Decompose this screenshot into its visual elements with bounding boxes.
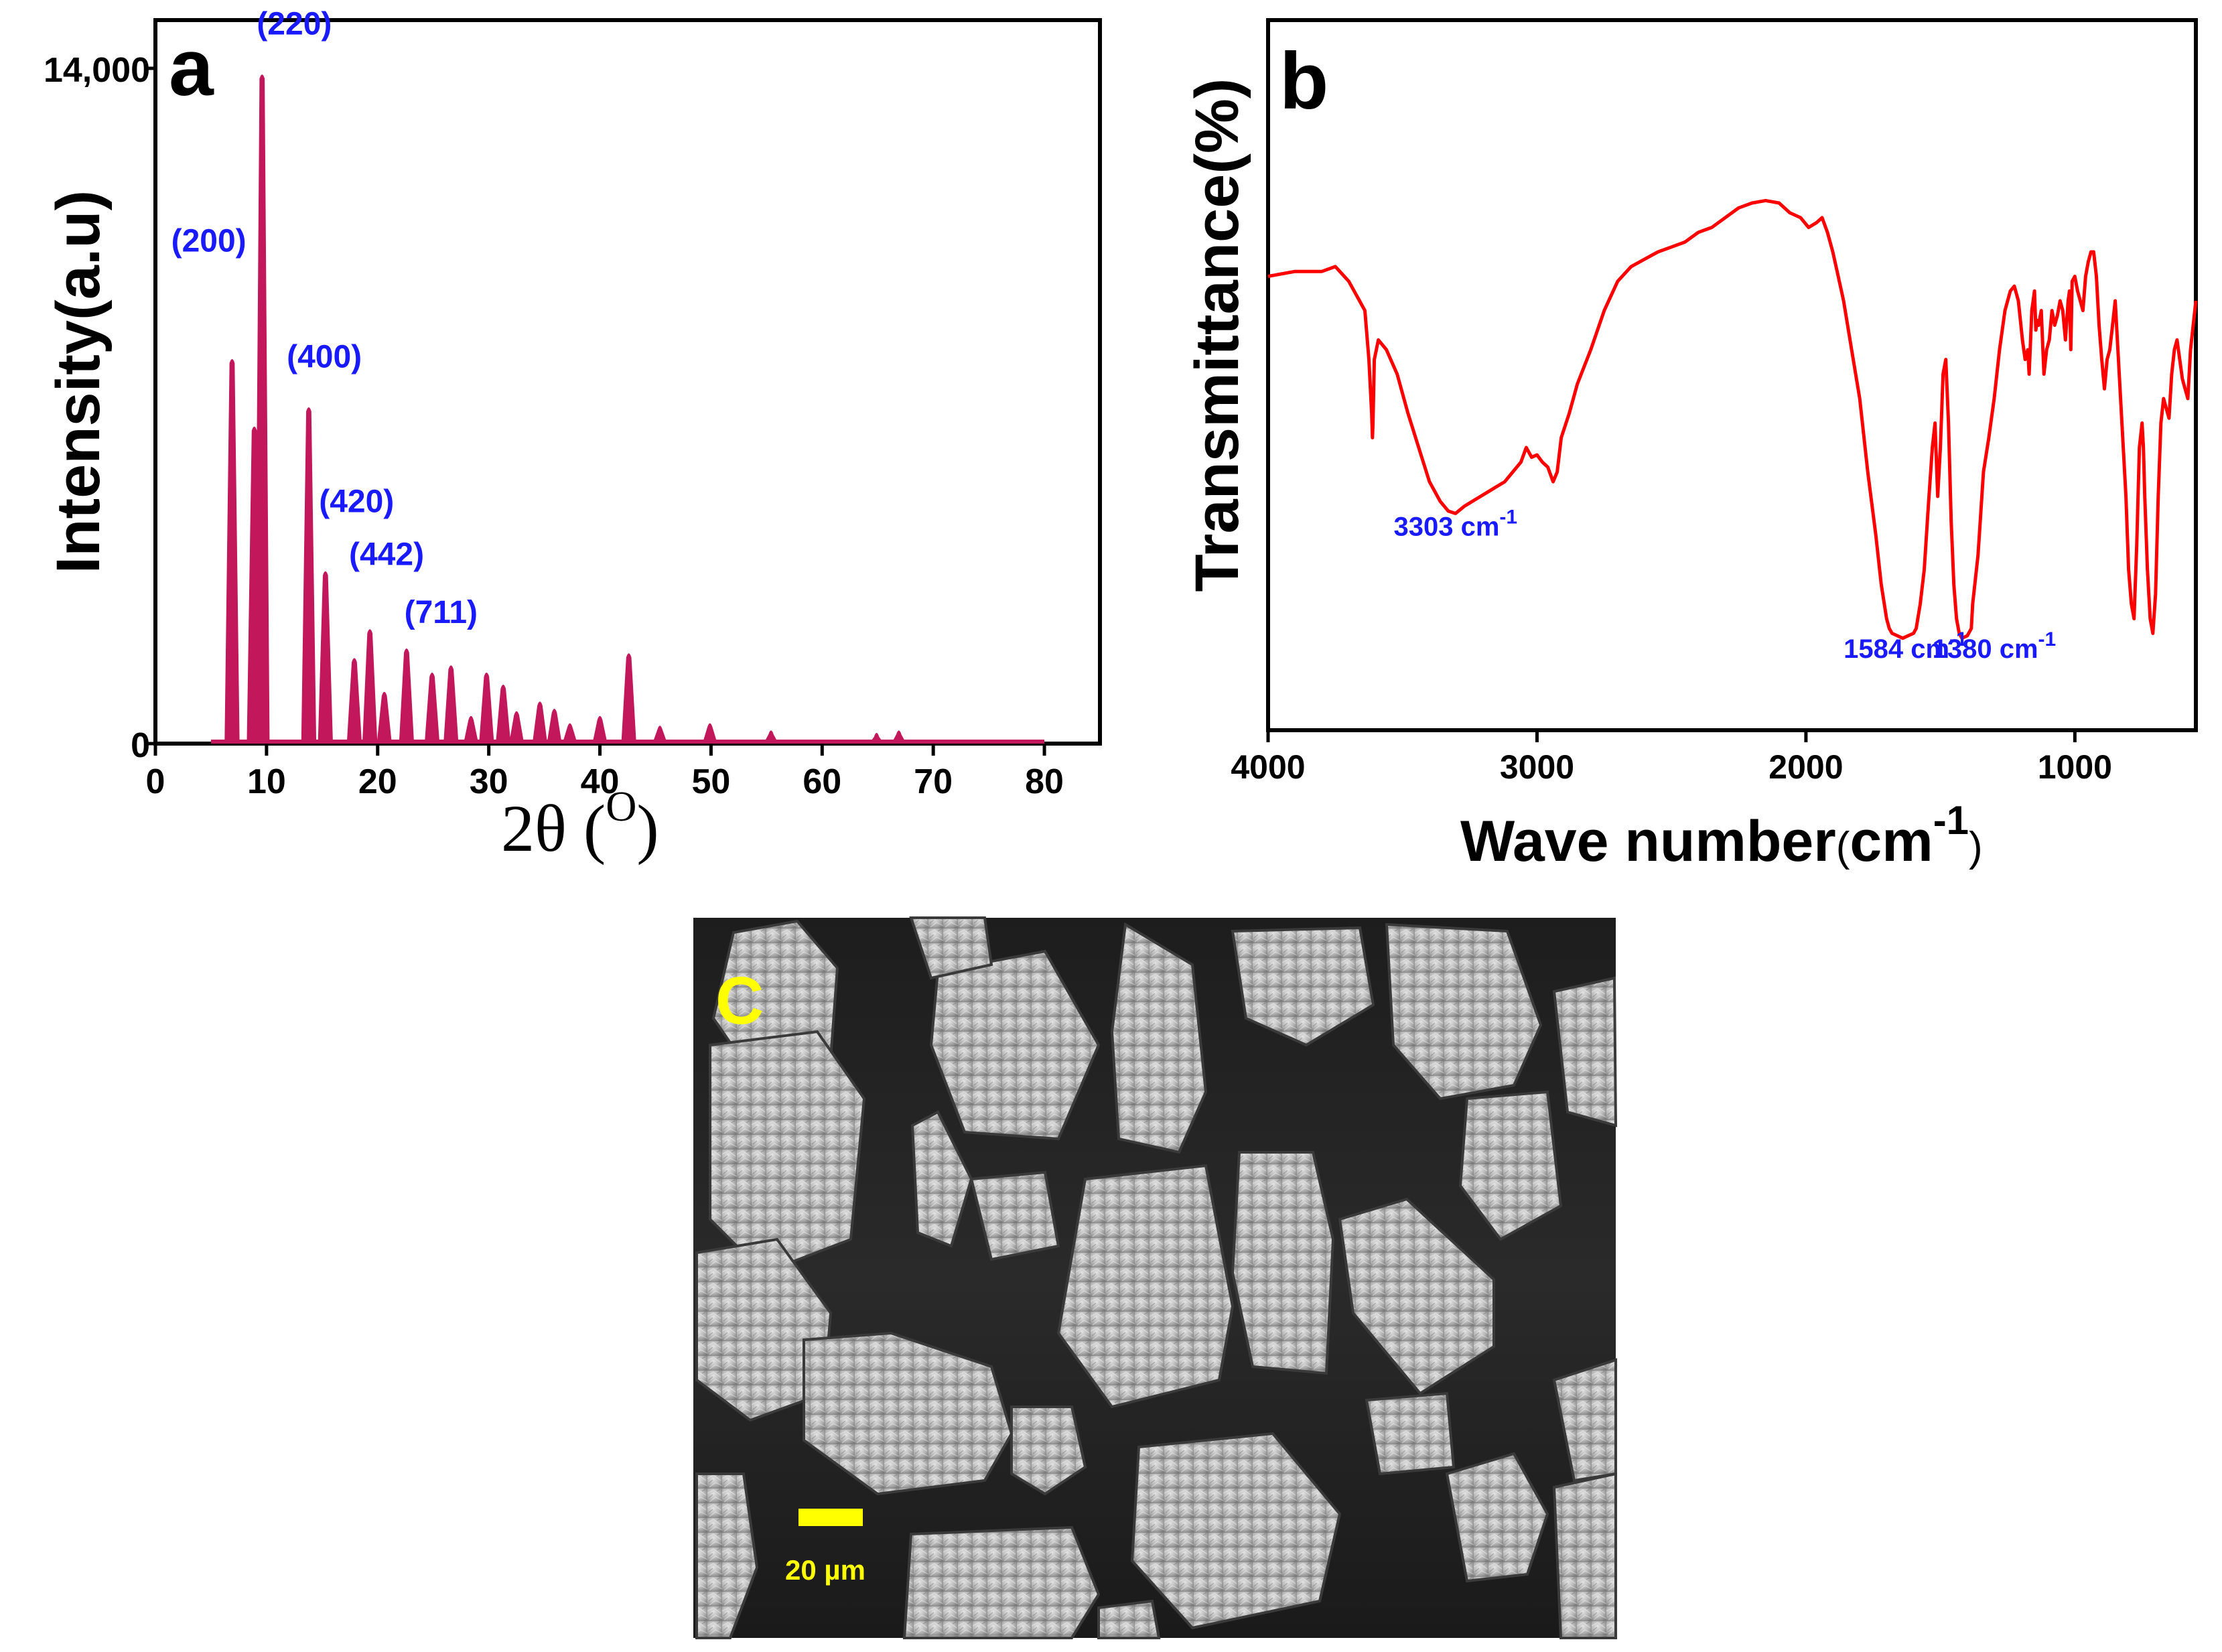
xrd-peak <box>763 730 779 744</box>
xrd-peak <box>562 723 577 744</box>
xrd-peak <box>424 673 440 744</box>
xrd-x-axis-label: 2θ (O) <box>501 782 659 866</box>
xrd-peak <box>463 715 479 744</box>
ftir-plot-frame <box>1266 18 2198 732</box>
ftir-x-tick-label: 1000 <box>2038 748 2112 786</box>
xrd-peak <box>443 665 459 744</box>
ftir-x-tick-label: 2000 <box>1768 748 1843 786</box>
xrd-axis-ticks: 0 10 20 30 40 50 60 70 80 0 14,000 <box>44 51 1064 801</box>
xrd-x-tick-label: 0 <box>146 762 165 801</box>
xrd-plot-frame <box>153 18 1102 746</box>
xrd-peak <box>532 701 548 744</box>
xrd-peak-label: (200) <box>171 224 247 259</box>
xrd-x-tick-label: 80 <box>1025 762 1064 801</box>
xrd-peak <box>479 673 494 744</box>
xrd-peak-label: (420) <box>319 484 394 519</box>
xrd-x-tick-label: 10 <box>247 762 286 801</box>
xrd-peak <box>652 726 668 744</box>
xrd-peak-label: (711) <box>405 595 478 630</box>
xrd-peak <box>496 685 511 744</box>
ftir-peak-label: 3303 cm-1 <box>1394 506 1518 541</box>
xrd-peak <box>362 629 378 744</box>
xrd-peak-labels: (220) (200) (400) (420) (442) (711) <box>171 7 478 630</box>
ftir-axis-ticks: 4000 3000 2000 1000 <box>1231 730 2112 786</box>
xrd-peak <box>399 648 415 744</box>
xrd-peak <box>592 715 608 744</box>
xrd-peak <box>891 730 906 744</box>
panel-b-ftir-chart: b 4000 3000 2000 1000 3303 cm-1 1584 cm-1138… <box>1183 18 2198 874</box>
xrd-peak <box>547 709 562 744</box>
ftir-x-axis-label: Wave number(cm-1) <box>1460 798 1983 874</box>
ftir-peak-label: 1584 cm-1 <box>1844 628 1967 664</box>
xrd-peak <box>224 359 240 744</box>
xrd-peak <box>702 723 717 744</box>
xrd-peak <box>869 733 884 744</box>
ftir-x-tick-label: 3000 <box>1500 748 1574 786</box>
xrd-peak <box>318 571 333 744</box>
ftir-x-tick-label: 4000 <box>1231 748 1305 786</box>
xrd-peak <box>301 407 317 744</box>
xrd-peak <box>376 691 392 744</box>
ftir-y-axis-label: Transmittance(%) <box>1183 78 1251 592</box>
xrd-peak <box>255 74 270 744</box>
panel-a-xrd-chart: a 0 10 20 30 40 50 60 70 80 0 14,000 (220) (200) (40… <box>44 7 1102 866</box>
panel-b-letter: b <box>1279 36 1328 126</box>
xrd-x-tick-label: 20 <box>358 762 397 801</box>
ftir-peak-label: 1380 cm-1 <box>1933 628 2057 664</box>
xrd-x-tick-label: 60 <box>803 762 841 801</box>
xrd-peaks <box>210 74 1045 744</box>
xrd-x-tick-label: 70 <box>914 762 953 801</box>
xrd-x-tick-label: 40 <box>581 762 620 801</box>
xrd-peak-label: (400) <box>287 339 362 374</box>
xrd-y-axis-label: Intensity(a.u) <box>44 190 113 573</box>
xrd-peak-label: (220) <box>257 7 332 42</box>
ftir-spectrum-line <box>1267 198 2198 640</box>
xrd-peak <box>508 711 525 744</box>
xrd-x-tick-label: 30 <box>470 762 508 801</box>
scale-bar-label: 20 µm <box>785 1554 865 1586</box>
sem-crystal-particles <box>695 916 1618 1639</box>
xrd-x-tick-label: 50 <box>691 762 730 801</box>
xrd-peak-label: (442) <box>349 537 424 573</box>
panel-a-letter: a <box>169 23 214 113</box>
xrd-peak <box>346 658 362 744</box>
xrd-y-tick-label: 14,000 <box>44 51 150 90</box>
panel-c-letter: C <box>715 963 764 1038</box>
scale-bar <box>798 1509 863 1526</box>
xrd-peak <box>621 653 636 744</box>
panel-c-sem-image: C 20 µm <box>693 916 1618 1639</box>
xrd-y-tick-label: 0 <box>131 726 150 765</box>
